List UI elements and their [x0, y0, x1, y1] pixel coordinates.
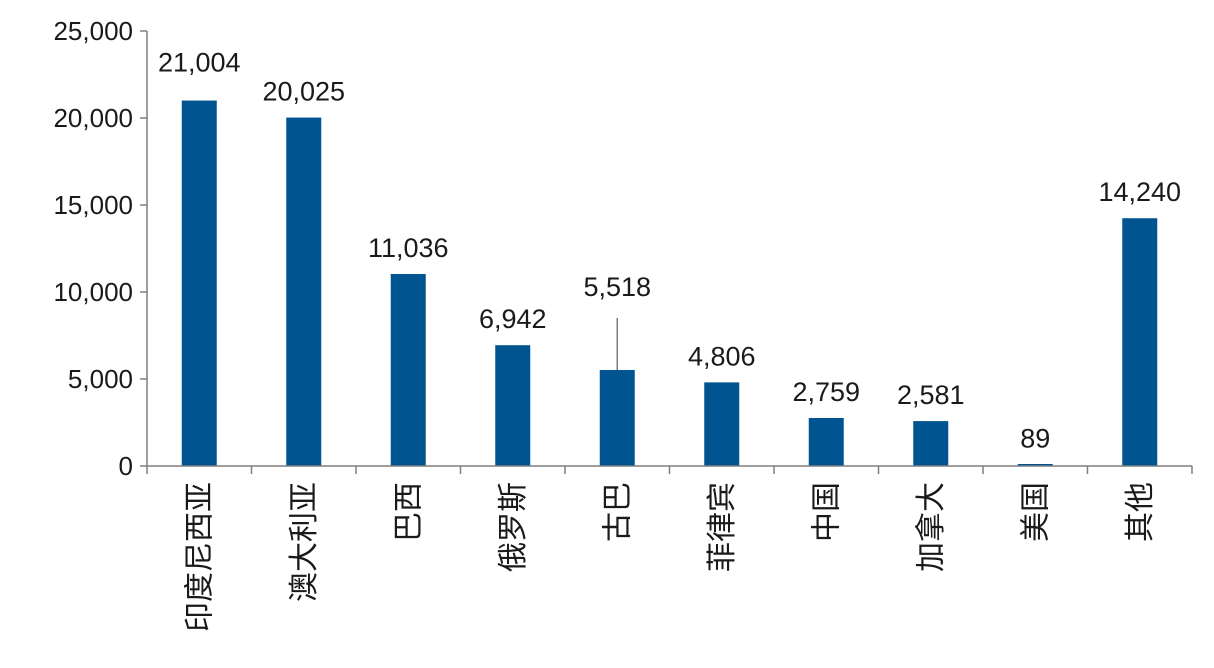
category-label: 印度尼西亚 — [182, 482, 217, 632]
y-tick-label: 25,000 — [53, 16, 133, 46]
category-label: 美国 — [1018, 482, 1053, 542]
y-tick-label: 15,000 — [53, 190, 133, 220]
bar — [704, 382, 740, 466]
category-label: 中国 — [809, 482, 844, 542]
data-label: 14,240 — [1098, 177, 1181, 207]
category-label: 其他 — [1123, 482, 1158, 542]
data-label: 21,004 — [158, 48, 241, 78]
category-label: 菲律宾 — [705, 482, 740, 572]
data-label: 20,025 — [262, 77, 345, 107]
bars-group — [181, 100, 1158, 467]
category-label: 澳大利亚 — [287, 482, 322, 602]
category-label: 俄罗斯 — [496, 482, 531, 572]
data-label: 2,759 — [792, 377, 860, 407]
bar — [1122, 218, 1158, 466]
bar — [390, 273, 426, 466]
bar — [495, 345, 531, 466]
category-label: 古巴 — [600, 482, 635, 542]
data-label: 89 — [1020, 423, 1050, 453]
y-axis: 0 5,000 10,000 15,000 20,000 25,000 — [53, 16, 148, 481]
bar — [181, 100, 217, 467]
y-tick-label: 10,000 — [53, 277, 133, 307]
data-label: 2,581 — [897, 380, 965, 410]
data-label: 11,036 — [368, 233, 449, 263]
data-label: 5,518 — [583, 272, 651, 302]
bar — [599, 369, 635, 466]
data-label: 4,806 — [688, 341, 756, 371]
y-tick-label: 0 — [119, 451, 133, 481]
category-label: 巴西 — [391, 482, 426, 542]
category-label: 加拿大 — [914, 482, 949, 572]
bar — [913, 421, 949, 466]
bar — [808, 417, 844, 466]
category-labels-group: 印度尼西亚 澳大利亚 巴西 俄罗斯 古巴 菲律宾 中国 加拿大 美国 其他 — [182, 482, 1158, 632]
bar — [286, 117, 322, 466]
bar — [1017, 464, 1053, 466]
y-tick-label: 20,000 — [53, 103, 133, 133]
data-label: 6,942 — [479, 304, 547, 334]
y-tick-label: 5,000 — [68, 364, 133, 394]
data-labels-group: 21,004 20,025 11,036 6,942 5,518 4,806 2,759 2,… — [158, 48, 1181, 454]
x-axis — [146, 465, 1193, 474]
